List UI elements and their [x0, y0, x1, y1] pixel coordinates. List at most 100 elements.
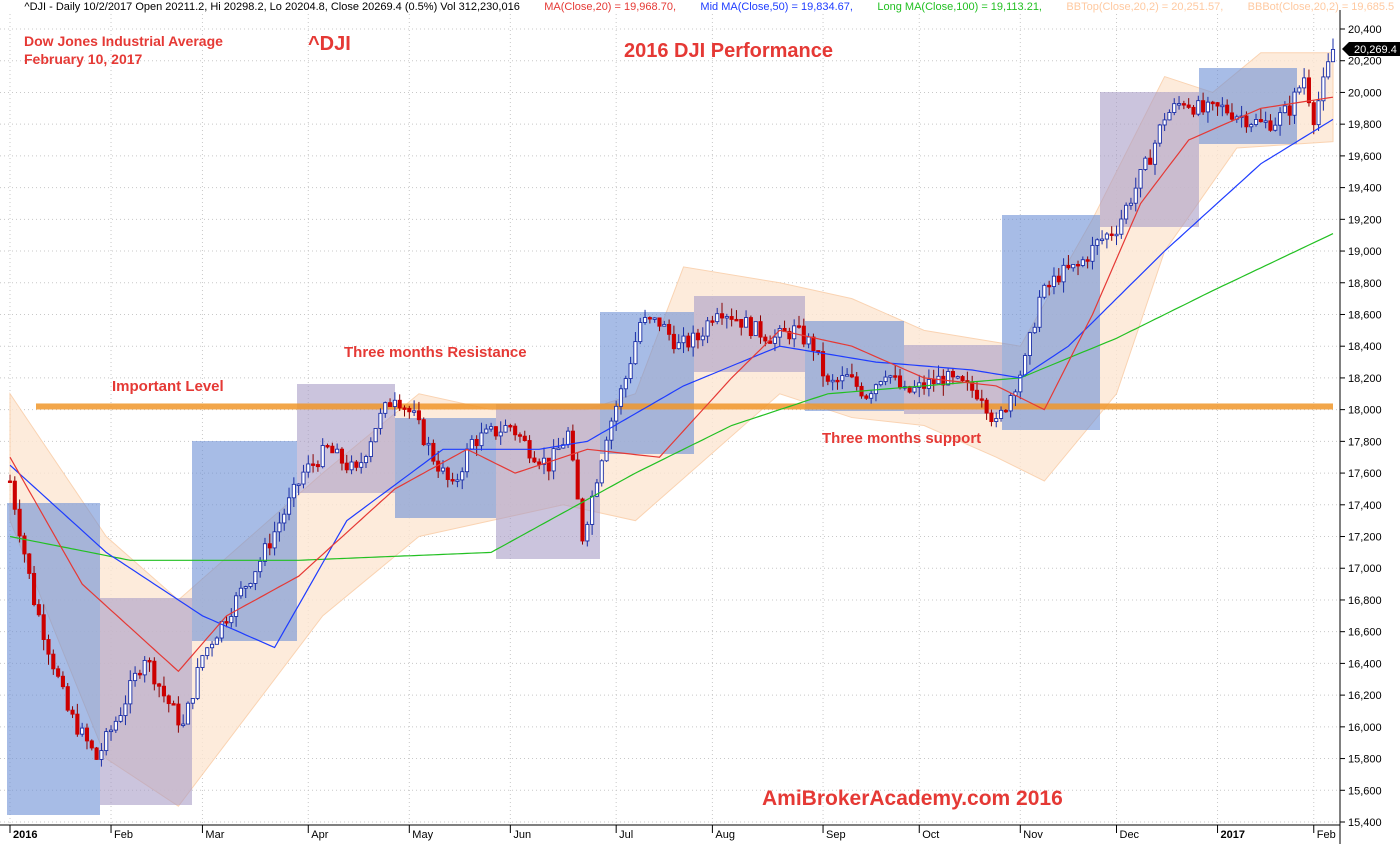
candle-body [883, 376, 888, 383]
candle-body [1023, 355, 1028, 376]
header-symbol-line: ^DJI - Daily 10/2/2017 Open 20211.2, Hi … [24, 1, 519, 13]
y-tick-label: 20,000 [1348, 87, 1382, 99]
candle-body [869, 393, 874, 399]
candle-body [243, 586, 248, 589]
x-month-label: Sep [826, 829, 846, 841]
index-name: Dow Jones Industrial Average [24, 33, 223, 49]
candle-body [1220, 104, 1225, 108]
candle-body [469, 438, 474, 450]
y-tick-label: 19,200 [1348, 214, 1382, 226]
candle-body [431, 442, 436, 462]
candle-body [108, 729, 114, 733]
candle-body [190, 698, 195, 704]
candle-body [325, 445, 330, 448]
candle-body [1032, 326, 1037, 334]
candle-body [546, 457, 551, 472]
candle-body [912, 386, 917, 393]
y-tick-label: 19,400 [1348, 183, 1382, 195]
candle-body [705, 320, 710, 337]
last-close-label: 20,269.4 [1354, 44, 1397, 56]
candle-body [830, 379, 835, 383]
candle-body [282, 513, 287, 524]
x-month-label: May [412, 829, 433, 841]
candle-body [479, 432, 484, 447]
candle-body [1244, 115, 1249, 128]
y-tick-label: 15,400 [1348, 817, 1382, 829]
candle-body [181, 723, 186, 726]
candle-body [1263, 120, 1268, 123]
candle-body [1253, 119, 1259, 126]
candle-body [12, 480, 17, 510]
candle-body [474, 438, 479, 447]
candle-body [320, 445, 325, 468]
x-axis: 2016 Feb Mar Apr May Jun Jul Aug Sep Oct Nov Dec 201… [9, 825, 1336, 841]
y-tick-label: 16,000 [1348, 722, 1382, 734]
candle-body [777, 327, 782, 338]
candle-body [397, 399, 402, 409]
candle-body [17, 508, 22, 537]
candle-body [1056, 275, 1061, 283]
candle-body [1177, 103, 1182, 106]
candle-body [412, 410, 417, 413]
y-tick-label: 17,000 [1348, 563, 1382, 575]
candle-body [407, 407, 412, 413]
candle-body [671, 333, 676, 350]
candle-body [753, 321, 758, 337]
candle-body [796, 325, 802, 328]
x-month-label: Jul [619, 829, 633, 841]
x-month-label: Aug [715, 829, 735, 841]
candle-body [210, 643, 215, 649]
candle-body [248, 582, 253, 588]
candle-body [176, 703, 181, 726]
candle-body [594, 482, 599, 497]
candle-body [686, 335, 691, 348]
candle-body [1278, 112, 1283, 126]
candle-body [739, 319, 744, 328]
candle-body [1109, 233, 1114, 236]
candle-body [301, 471, 306, 485]
candle-body [614, 405, 619, 422]
candle-body [734, 318, 739, 322]
candle-body [133, 672, 138, 682]
x-month-label: Mar [205, 829, 224, 841]
important-level-label: Important Level [112, 378, 224, 395]
candle-body [306, 463, 311, 473]
candle-body [609, 420, 614, 441]
candle-body [979, 398, 984, 401]
candle-body [897, 375, 903, 389]
candle-body [1085, 259, 1090, 262]
candle-body [1258, 119, 1263, 123]
candle-body [1205, 101, 1210, 113]
x-month-label: 2017 [1221, 829, 1245, 841]
candle-body [1027, 332, 1032, 356]
candle-body [1148, 157, 1153, 165]
candle-body [440, 467, 446, 472]
candle-body [926, 379, 931, 389]
y-tick-label: 18,000 [1348, 405, 1382, 417]
candle-body [460, 471, 465, 481]
ticker-label: ^DJI [308, 33, 351, 55]
candle-body [267, 543, 272, 549]
candle-body [715, 313, 720, 323]
candle-body [676, 342, 681, 350]
candle-body [662, 323, 667, 327]
candle-body [445, 467, 450, 480]
candle-body [960, 376, 965, 382]
candle-body [75, 713, 80, 735]
candle-body [1273, 124, 1278, 131]
candle-body [1282, 105, 1287, 114]
candle-body [1297, 87, 1302, 93]
candle-body [1138, 169, 1143, 189]
candle-body [147, 659, 152, 663]
candle-body [1143, 157, 1148, 170]
candle-body [286, 497, 292, 515]
candle-body [772, 336, 777, 344]
candle-body [787, 330, 792, 340]
highlight-box [395, 418, 496, 518]
candle-body [744, 317, 749, 328]
candle-body [1003, 409, 1008, 413]
candle-body [41, 614, 46, 640]
highlight-box [100, 598, 192, 805]
candle-body [1316, 100, 1321, 126]
x-month-label: Dec [1120, 829, 1140, 841]
